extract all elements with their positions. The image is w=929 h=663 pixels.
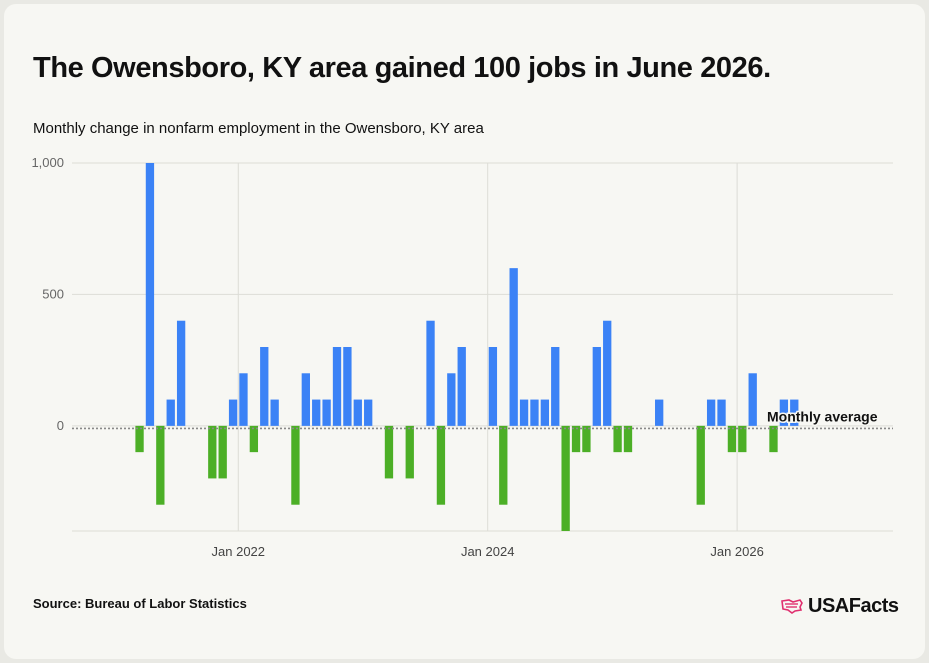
bar [384,425,394,479]
bar [332,347,342,426]
bar [727,425,737,453]
bar [571,425,581,453]
y-tick-label: 1,000 [31,155,64,170]
bar [717,399,726,426]
bar [540,399,550,426]
bar [623,425,633,453]
bar [228,399,238,426]
bar [364,399,373,426]
bar [270,399,279,426]
bar [779,399,789,426]
x-tick-label: Jan 2022 [212,544,266,559]
bar [312,399,321,426]
bar [145,163,155,426]
bar [322,399,331,426]
bar [260,347,269,426]
bar [291,425,300,505]
bar [592,347,601,426]
y-tick-label: 0 [57,418,64,433]
bar [530,399,539,426]
bar [218,425,227,479]
bar [208,425,217,479]
usa-flag-map-icon [781,599,803,614]
bar [603,320,612,426]
monthly-average-label: Monthly average [767,408,878,424]
bar [405,425,414,479]
brand-logo: USAFacts [780,594,899,618]
bar [436,425,446,505]
bar [613,425,622,453]
bar [176,320,186,426]
brand-name: USAFacts [808,594,899,617]
bar [738,425,747,453]
bar [655,399,664,426]
bar [790,399,799,426]
bar [748,373,757,426]
bar [301,373,310,426]
bar [509,268,518,426]
bar [156,425,165,505]
bar [582,425,591,453]
bar [239,373,248,426]
bar [135,425,144,453]
chart-title: The Owensboro, KY area gained 100 jobs i… [33,52,771,84]
bar [343,347,352,426]
y-tick-label: 500 [42,286,64,301]
bar [499,425,508,505]
bar [519,399,529,426]
bar [488,347,498,426]
bar [769,425,778,453]
bar [447,373,456,426]
bar [706,399,716,426]
bar [166,399,175,426]
bar [696,425,705,505]
bar [457,347,466,426]
x-tick-label: Jan 2024 [461,544,515,559]
bar [249,425,259,453]
chart-card: The Owensboro, KY area gained 100 jobs i… [4,4,925,659]
bar [426,320,435,426]
x-tick-label: Jan 2026 [710,544,764,559]
source-note: Source: Bureau of Labor Statistics [33,596,247,611]
chart-subtitle: Monthly change in nonfarm employment in … [33,120,484,137]
bar [551,347,560,426]
bar [353,399,362,426]
bar [561,425,570,531]
